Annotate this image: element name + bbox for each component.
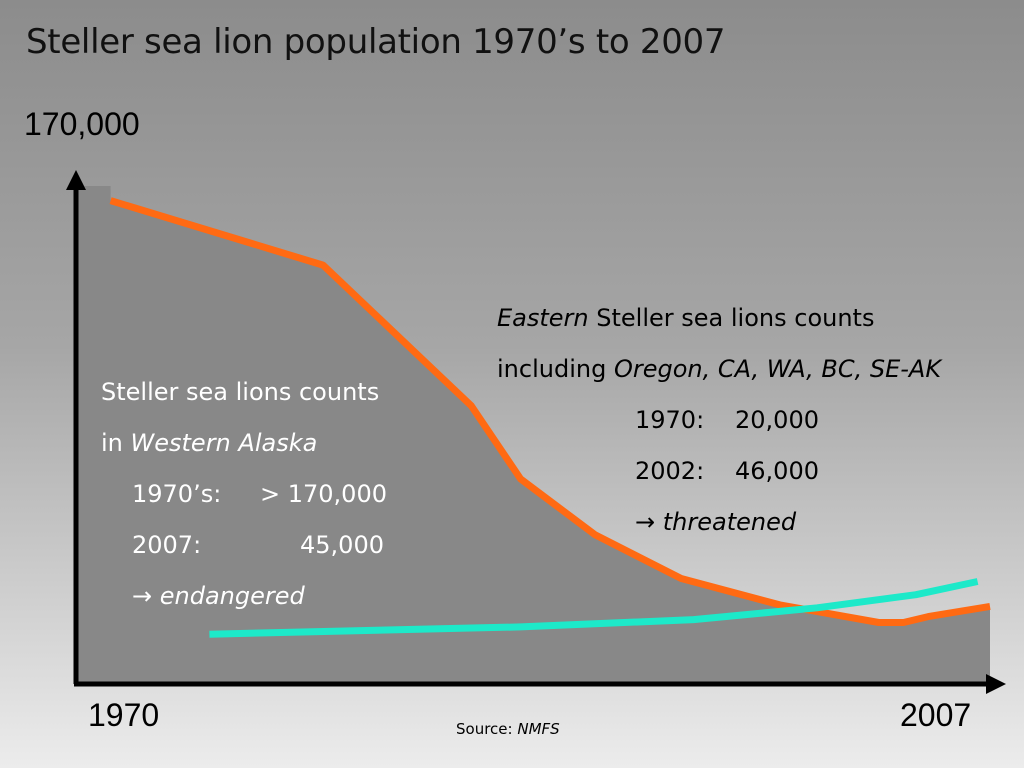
western-alaska-area [76, 186, 990, 684]
west-row-2007-label: 2007: [132, 531, 202, 559]
x-axis-end-label: 2007 [900, 697, 972, 733]
east-row-2002: 2002: 46,000 [497, 446, 941, 497]
east-line-2-prefix: including [497, 355, 614, 383]
east-row-1970-value: 20,000 [735, 406, 819, 434]
west-status: → endangered [101, 571, 387, 622]
west-row-1970s-label: 1970’s: [132, 480, 222, 508]
east-row-1970-label: 1970: [635, 406, 705, 434]
y-axis-arrow [66, 170, 86, 190]
y-axis-max-label: 170,000 [24, 106, 140, 142]
east-row-1970: 1970: 20,000 [497, 395, 941, 446]
west-line-2: in Western Alaska [101, 418, 387, 469]
western-alaska-line [109, 197, 991, 626]
east-line-1: Eastern Steller sea lions counts [497, 293, 941, 344]
west-line-2-prefix: in [101, 429, 131, 457]
west-arrow: → [132, 582, 160, 610]
east-region-names: Oregon, CA, WA, BC, SE-AK [613, 355, 942, 383]
west-row-2007-value: 45,000 [300, 531, 384, 559]
chart-title: Steller sea lion population 1970’s to 20… [26, 22, 726, 62]
west-row-2007: 2007: 45,000 [101, 520, 387, 571]
eastern-annotation: Eastern Steller sea lions counts includi… [497, 293, 941, 548]
axes [66, 170, 1006, 694]
east-status-text: threatened [662, 508, 797, 536]
west-line-1: Steller sea lions counts [101, 378, 380, 406]
x-axis-start-label: 1970 [88, 697, 160, 733]
east-label-italic: Eastern [497, 304, 589, 332]
east-line-2: including Oregon, CA, WA, BC, SE-AK [497, 344, 941, 395]
eastern-line [209, 578, 979, 638]
source-name: NMFS [517, 720, 560, 738]
west-row-1970s-value: > 170,000 [260, 480, 387, 508]
west-row-1970s: 1970’s: > 170,000 [101, 469, 387, 520]
east-row-2002-value: 46,000 [735, 457, 819, 485]
source-note: Source: NMFS [456, 720, 560, 738]
west-status-text: endangered [159, 582, 305, 610]
source-prefix: Source: [456, 720, 518, 738]
west-region-name: Western Alaska [130, 429, 318, 457]
east-arrow: → [635, 508, 663, 536]
east-row-2002-label: 2002: [635, 457, 705, 485]
western-alaska-annotation: Steller sea lions counts in Western Alas… [101, 367, 387, 622]
east-status: → threatened [497, 497, 941, 548]
east-line-1-rest: Steller sea lions counts [588, 304, 875, 332]
x-axis-arrow [986, 674, 1006, 694]
